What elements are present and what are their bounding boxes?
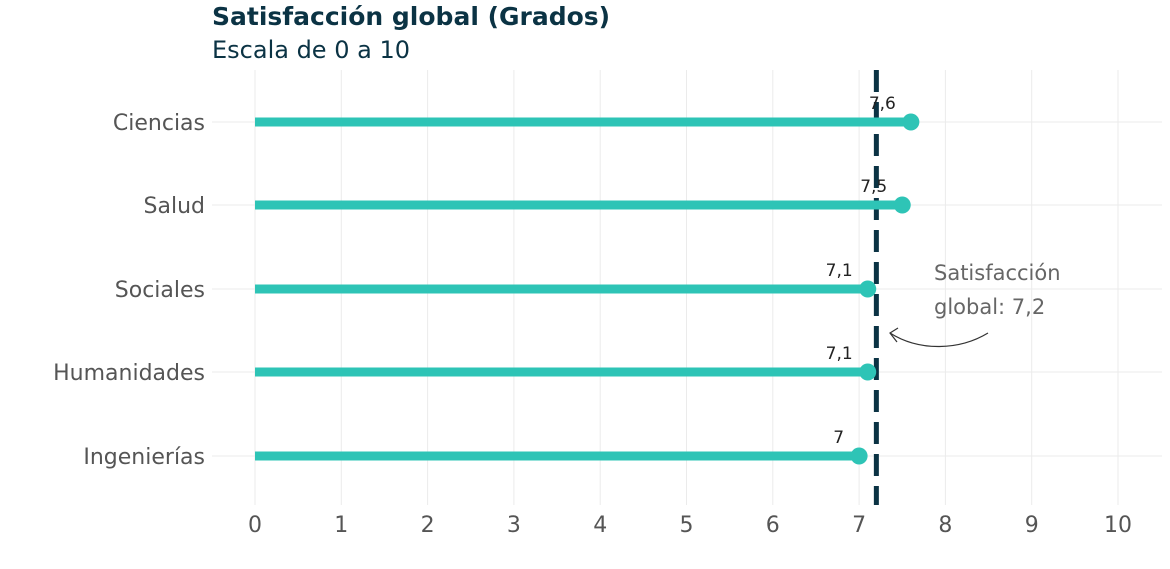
value-label: 7,6 (869, 94, 896, 114)
reference-label-line1: Satisfacción (934, 261, 1061, 285)
value-label: 7,1 (826, 344, 853, 364)
annotation-arrow (889, 332, 989, 348)
x-tick-label: 5 (680, 513, 694, 538)
x-tick-label: 3 (507, 513, 521, 538)
value-label: 7 (833, 428, 844, 448)
reference-label-line2: global: 7,2 (934, 295, 1045, 319)
category-label: Ciencias (113, 111, 205, 136)
lollipop-dot (859, 363, 877, 381)
lollipop-dot (850, 447, 868, 465)
category-label: Salud (144, 194, 205, 219)
value-label: 7,5 (860, 177, 887, 197)
lollipop-dot (902, 113, 920, 131)
lollipop-dot (893, 196, 911, 214)
annotation-arrowhead (889, 327, 899, 343)
chart-title: Satisfacción global (Grados) (212, 2, 611, 31)
x-tick-label: 8 (938, 513, 952, 538)
x-tick-label: 7 (852, 513, 866, 538)
category-label: Humanidades (53, 361, 205, 386)
x-tick-label: 9 (1025, 513, 1039, 538)
value-label: 7,1 (826, 261, 853, 281)
category-label: Sociales (115, 278, 205, 303)
x-tick-label: 2 (421, 513, 435, 538)
x-tick-label: 0 (248, 513, 262, 538)
category-label: Ingenierías (83, 445, 205, 470)
x-tick-label: 10 (1104, 513, 1132, 538)
lollipop-dot (859, 280, 877, 298)
x-tick-label: 4 (593, 513, 607, 538)
x-tick-label: 6 (766, 513, 780, 538)
chart-subtitle: Escala de 0 a 10 (212, 36, 410, 64)
x-tick-label: 1 (334, 513, 348, 538)
